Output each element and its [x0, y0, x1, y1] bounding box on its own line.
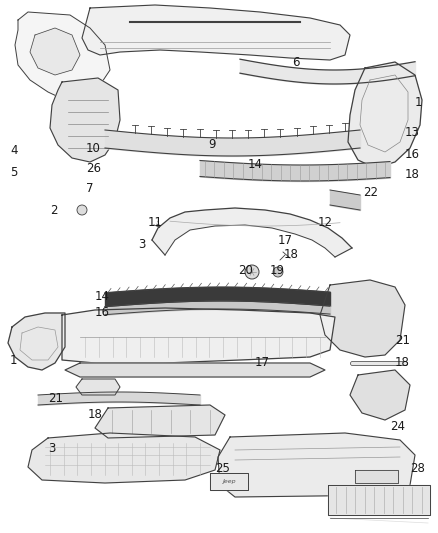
Text: Jeep: Jeep	[222, 480, 236, 484]
Text: 19: 19	[270, 263, 285, 277]
Text: 18: 18	[405, 168, 420, 182]
Text: 12: 12	[318, 215, 333, 229]
Circle shape	[77, 205, 87, 215]
Text: 16: 16	[405, 149, 420, 161]
Text: 16: 16	[95, 305, 110, 319]
Polygon shape	[82, 5, 350, 60]
Polygon shape	[152, 208, 352, 257]
Text: 18: 18	[395, 356, 410, 368]
Text: 3: 3	[138, 238, 145, 252]
Polygon shape	[328, 485, 430, 515]
Polygon shape	[350, 370, 410, 420]
Text: 6: 6	[292, 55, 300, 69]
Polygon shape	[30, 28, 80, 75]
Text: 3: 3	[48, 441, 55, 455]
Text: 18: 18	[88, 408, 103, 422]
Text: 7: 7	[86, 182, 93, 195]
Circle shape	[245, 265, 259, 279]
Text: 26: 26	[86, 161, 101, 174]
Text: 21: 21	[395, 334, 410, 346]
Polygon shape	[50, 78, 120, 162]
Polygon shape	[76, 379, 120, 395]
Text: 13: 13	[405, 126, 420, 140]
Text: 18: 18	[284, 248, 299, 262]
Text: 14: 14	[95, 290, 110, 303]
Text: 4: 4	[10, 143, 18, 157]
Polygon shape	[348, 62, 422, 168]
Polygon shape	[320, 280, 405, 357]
Text: 21: 21	[48, 392, 63, 405]
Polygon shape	[65, 363, 325, 377]
Text: 24: 24	[390, 421, 405, 433]
Polygon shape	[210, 473, 248, 490]
Polygon shape	[95, 405, 225, 438]
Text: 11: 11	[148, 216, 163, 230]
Polygon shape	[62, 308, 335, 363]
Text: 14: 14	[248, 158, 263, 172]
Text: 17: 17	[255, 356, 270, 368]
Text: 28: 28	[410, 462, 425, 474]
Text: 1: 1	[10, 353, 18, 367]
Text: 1: 1	[415, 96, 423, 109]
Polygon shape	[355, 470, 398, 483]
Polygon shape	[218, 433, 415, 497]
Text: 9: 9	[208, 139, 215, 151]
Text: 20: 20	[238, 263, 253, 277]
Polygon shape	[28, 433, 220, 483]
Text: 2: 2	[50, 204, 57, 216]
Text: 17: 17	[278, 233, 293, 246]
Text: 10: 10	[86, 141, 101, 155]
Circle shape	[273, 267, 283, 277]
Text: 5: 5	[10, 166, 18, 179]
Polygon shape	[8, 313, 65, 370]
Polygon shape	[15, 12, 110, 100]
Text: 25: 25	[215, 462, 230, 474]
Text: 22: 22	[363, 187, 378, 199]
